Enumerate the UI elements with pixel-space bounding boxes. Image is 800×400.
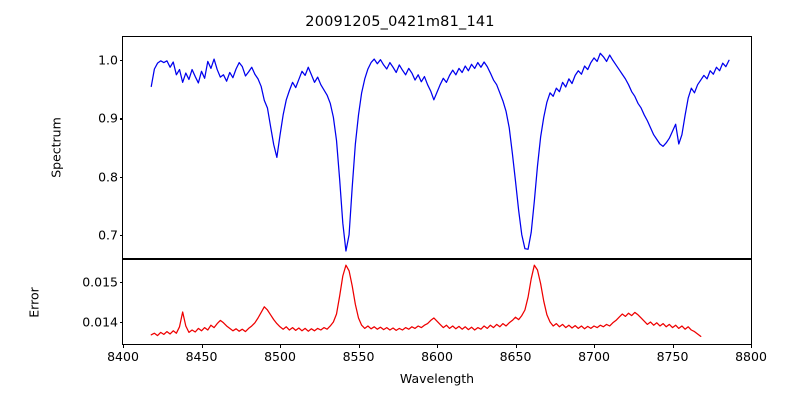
error-x-tick [123, 344, 125, 348]
spectrum-y-tick [119, 60, 123, 62]
error-x-tick-label: 8700 [578, 349, 610, 364]
error-x-tick [201, 344, 203, 348]
spectrum-plot-area [123, 37, 751, 258]
error-line [151, 265, 700, 336]
error-x-tick-label: 8500 [264, 349, 296, 364]
error-x-tick [594, 344, 596, 348]
error-y-tick [119, 322, 123, 324]
error-x-tick-label: 8600 [421, 349, 453, 364]
error-x-tick [358, 344, 360, 348]
error-y-axis-title: Error [26, 287, 42, 318]
error-x-tick-label: 8650 [499, 349, 532, 364]
spectrum-y-tick-label: 0.9 [98, 110, 118, 126]
x-axis-title: Wavelength [399, 371, 475, 386]
spectrum-y-tick [119, 176, 123, 178]
spectrum-y-tick-label: 1.0 [98, 52, 118, 68]
error-x-tick [515, 344, 517, 348]
spectrum-y-tick [119, 118, 123, 120]
error-x-tick-label: 8450 [185, 349, 218, 364]
spectrum-y-tick [119, 234, 123, 236]
error-x-tick-label: 8400 [107, 349, 139, 364]
spectrum-y-axis-title: Spectrum [48, 117, 64, 178]
error-x-tick [437, 344, 439, 348]
figure-title: 20091205_0421m81_141 [305, 14, 495, 30]
error-x-tick-label: 8550 [342, 349, 375, 364]
error-plot-area [123, 260, 751, 344]
error-axes: 0.014 0.015 8400 8450 8500 8550 8600 8650 8700 87… [82, 259, 767, 364]
spectrum-line [151, 53, 729, 251]
spectrum-y-tick-label: 0.8 [98, 169, 118, 185]
error-y-tick-label: 0.014 [82, 314, 118, 330]
error-x-tick-label: 8750 [656, 349, 689, 364]
error-x-tick [280, 344, 282, 348]
error-x-tick [672, 344, 674, 348]
error-x-tick [751, 344, 753, 348]
error-x-tick-label: 8800 [735, 349, 767, 364]
spectrum-axes: 0.7 0.8 0.9 1.0 [98, 36, 753, 262]
spectrum-y-tick-label: 0.7 [98, 227, 118, 243]
error-y-tick [119, 282, 123, 284]
error-y-tick-label: 0.015 [82, 274, 118, 290]
